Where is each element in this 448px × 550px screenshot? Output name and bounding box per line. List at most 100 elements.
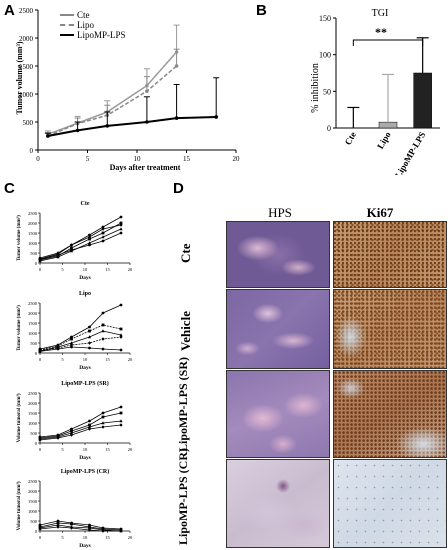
panel-c-ylabel-2: Volume tumoral (mm³) — [16, 393, 22, 442]
panel-c-series-line — [39, 420, 122, 440]
panel-c-ytick-label: 2000 — [28, 311, 38, 316]
panel-c-ytick-label: 1500 — [28, 321, 38, 326]
panel-c-point — [119, 303, 123, 307]
panel-a-point-lipomp — [46, 134, 50, 138]
panel-a-line-lipomp — [47, 115, 217, 137]
panel-c-ytick-label: 2500 — [28, 479, 38, 484]
panel-c-point — [70, 337, 73, 341]
panel-c-ytick-label: 2000 — [28, 221, 38, 226]
panel-c-point — [87, 427, 92, 431]
panel-c-series-line — [39, 406, 122, 438]
panel-c-series-line — [39, 224, 122, 259]
panel-c-xtick-label: 5 — [61, 447, 64, 452]
panel-c-ytick-label: 0 — [35, 261, 38, 266]
row-label-vehicle: Vehicle — [178, 311, 193, 351]
panel-c-title-1: Lipo — [79, 291, 91, 297]
panel-c-ytick-label: 1000 — [28, 509, 38, 514]
panel-c-point — [70, 522, 73, 526]
panel-c-point — [101, 421, 105, 425]
panel-c-title-0: Cte — [81, 201, 90, 207]
panel-c-point — [87, 235, 92, 239]
panel-c-xtick-label: 10 — [83, 447, 88, 452]
panel-c-point — [87, 335, 92, 339]
panel-c-ytick-label: 0 — [35, 529, 38, 534]
panel-c-point — [69, 526, 74, 530]
panel-c-point — [70, 345, 73, 349]
histology-hps-vehicle — [226, 289, 330, 369]
panel-c-series-line — [39, 346, 122, 352]
panel-c-xtick-label: 0 — [39, 447, 42, 452]
panel-c-series-line — [39, 336, 122, 351]
legend-swatch-cte — [60, 14, 74, 16]
legend-item-lipomp: LipoMP-LPS — [60, 30, 126, 40]
histology-ki67-vehicle — [333, 289, 447, 369]
row-label-cte: Cte — [178, 243, 193, 263]
panel-c-ytick-label: 2500 — [28, 301, 38, 306]
column-header-ki67: Ki67 — [366, 205, 394, 220]
panel-c-ytick-label: 1500 — [28, 411, 38, 416]
panel-c-point — [38, 438, 42, 442]
panel-c-point — [119, 231, 123, 235]
panel-letter-d: D — [173, 180, 184, 197]
panel-c-ytick-label: 2500 — [28, 211, 38, 216]
panel-a-xtick-label: 15 — [183, 155, 191, 163]
row-label-lipomp-cr: LipoMP-LPS (CR) — [176, 448, 190, 545]
panel-b-category-label: Lipo — [375, 130, 393, 151]
histology-ki67-lipomp-sr — [333, 370, 447, 458]
panel-c-ytick-label: 1000 — [28, 241, 38, 246]
panel-c-xlabel-1: Days — [79, 365, 91, 371]
panel-c-point — [70, 246, 73, 250]
panel-a-point-lipo — [174, 64, 179, 68]
panel-c-series-line — [39, 232, 122, 260]
panel-c-xlabel-0: Days — [79, 275, 91, 281]
panel-a-ytick-label: 500 — [23, 119, 34, 127]
panel-c-point — [119, 348, 123, 352]
panel-c-point — [101, 235, 105, 239]
panel-c-point — [119, 227, 123, 231]
panel-c-xtick-label: 20 — [128, 357, 133, 362]
panel-a-xtick-label: 20 — [233, 155, 241, 163]
panel-a-xtick-label: 0 — [36, 155, 40, 163]
panel-c-point — [101, 411, 105, 415]
panel-c-xtick-label: 20 — [128, 447, 133, 452]
panel-c-xtick-label: 0 — [39, 267, 42, 272]
panel-c-xtick-label: 20 — [128, 267, 133, 272]
panel-c-point — [119, 423, 123, 427]
panel-c-point — [56, 255, 60, 259]
legend-item-lipo: Lipo — [60, 20, 126, 30]
histology-hps-lipomp-sr — [226, 370, 330, 458]
panel-c-point — [70, 248, 73, 252]
panel-c-xtick-label: 5 — [61, 535, 64, 540]
panel-c-xtick-label: 0 — [39, 357, 42, 362]
panel-c-point — [119, 215, 123, 219]
panel-a-point-lipomp — [75, 128, 80, 133]
panel-c-series-line — [39, 304, 122, 350]
panel-c-xlabel-3: Days — [79, 543, 91, 549]
panel-c-point — [56, 521, 60, 525]
panel-c-ylabel-3: Volume tumoral (mm³) — [16, 481, 22, 530]
panel-a-ytick-label: 0 — [30, 147, 34, 155]
panel-a-ylabel: Tumor volume (mm³) — [15, 41, 24, 114]
panel-c-series-line — [39, 222, 122, 261]
panel-a-line-cte — [47, 51, 178, 136]
panel-c-point — [101, 323, 105, 327]
panel-c-point — [56, 347, 60, 351]
panel-c-point — [38, 350, 42, 353]
panel-a-ytick-label: 1500 — [19, 63, 34, 71]
panel-c-series-line — [39, 522, 122, 531]
panel-c-point — [56, 251, 60, 255]
legend-label-lipo: Lipo — [77, 20, 94, 30]
panel-c-point — [70, 429, 73, 433]
panel-a-chart: 0 500 1000 1500 2000 2500 0 5 10 15 20 Tumor volum… — [15, 7, 241, 172]
panel-c-point — [69, 433, 74, 437]
panel-c-point — [101, 227, 105, 231]
panel-c-ytick-label: 1000 — [28, 421, 38, 426]
panel-c-point — [69, 431, 74, 435]
panel-b-ytick-label: 0 — [327, 124, 331, 133]
panel-c-xtick-label: 0 — [39, 535, 42, 540]
panel-letter-a: A — [4, 2, 15, 19]
panel-c-xtick-label: 15 — [105, 357, 110, 362]
panel-c-xtick-label: 10 — [83, 267, 88, 272]
panel-c-xtick-label: 15 — [105, 447, 110, 452]
